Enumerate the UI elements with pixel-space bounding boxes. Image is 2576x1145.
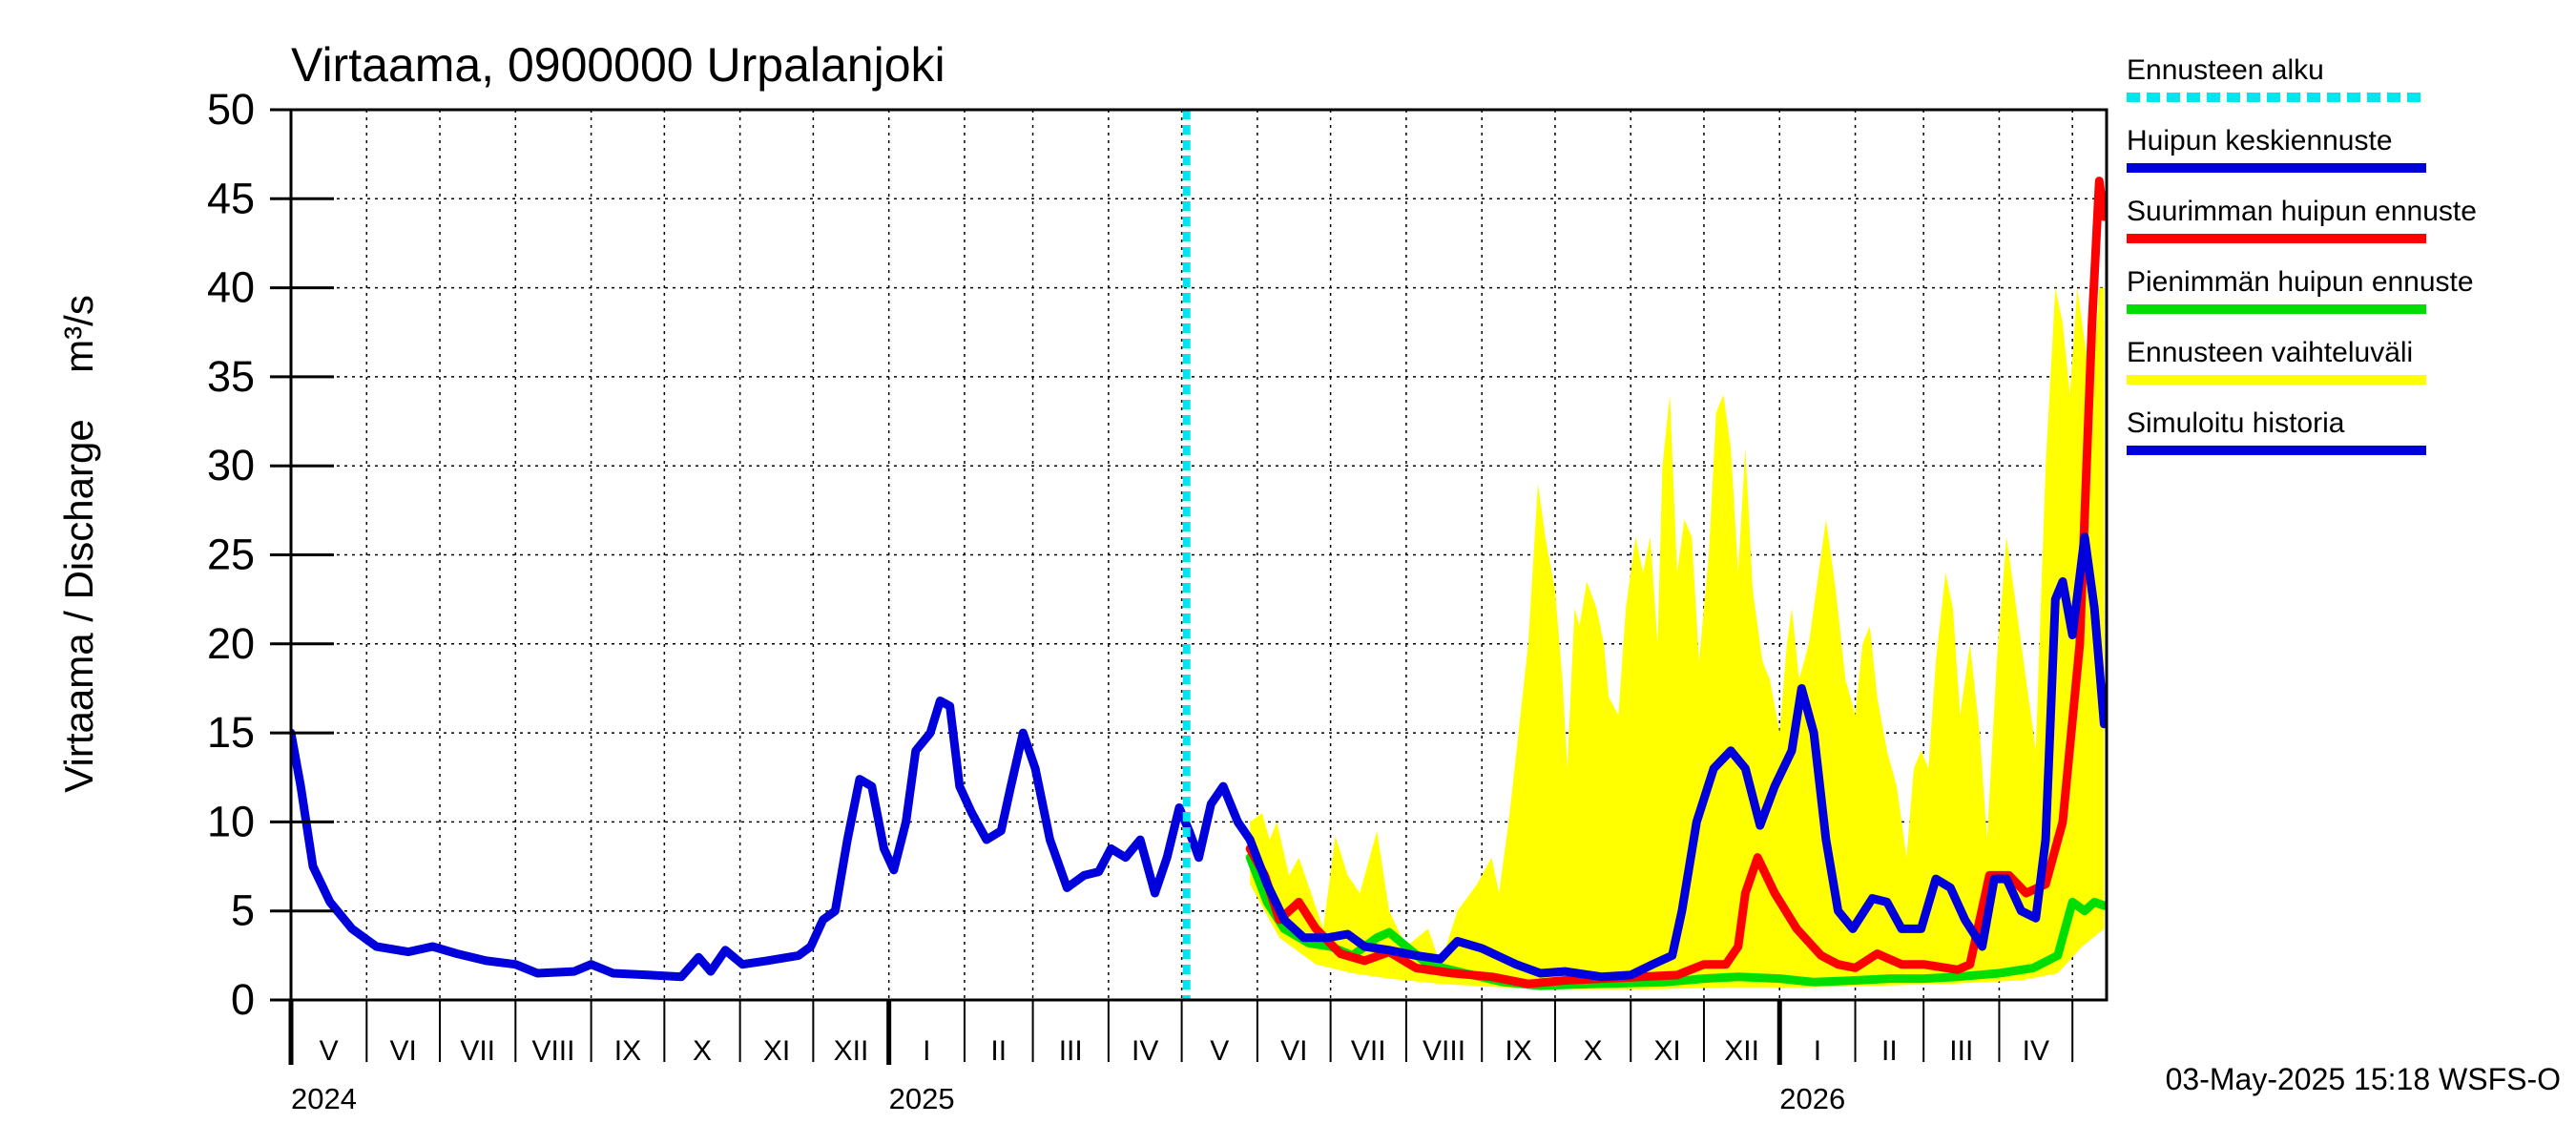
x-month-label: VII [460,1035,495,1067]
y-tick-label: 5 [231,886,255,935]
y-axis-unit: m³/s [56,295,101,373]
x-month-label: VIII [1423,1035,1465,1067]
x-month-label: XII [834,1035,869,1067]
x-month-label: VII [1351,1035,1386,1067]
x-month-label: X [1584,1035,1603,1067]
y-tick-label: 35 [207,352,255,401]
x-month-label: IX [1505,1035,1531,1067]
y-axis-label: Virtaama / Discharge [56,419,101,792]
x-month-label: XI [1653,1035,1680,1067]
x-month-label: IV [2023,1035,2049,1067]
x-month-label: X [693,1035,712,1067]
y-tick-label: 50 [207,85,255,134]
y-tick-label: 40 [207,263,255,312]
x-month-label: IX [614,1035,641,1067]
x-year-labels: 2024 2025 2026 [291,1082,1845,1115]
chart-title: Virtaama, 0900000 Urpalanjoki [291,38,945,92]
x-year-label: 2026 [1779,1082,1845,1115]
y-tick-label: 15 [207,708,255,757]
y-tick-label: 25 [207,531,255,579]
x-month-label: XI [763,1035,790,1067]
x-month-label: XII [1724,1035,1759,1067]
x-month-labels: V VI VII VIII IX X XI XII I II III IV V VI VII VIII IX X X… [320,1035,2049,1067]
legend-label: Pienimmän huipun ennuste [2127,266,2474,298]
legend-label: Suurimman huipun ennuste [2127,196,2477,227]
x-month-label: IV [1132,1035,1158,1067]
x-month-label: I [1814,1035,1821,1067]
x-month-label: VIII [531,1035,574,1067]
range-band-area [1250,287,2105,989]
x-month-label: VI [389,1035,416,1067]
x-month-label: III [1949,1035,1973,1067]
legend: Ennusteen alku Huipun keskiennuste Suurimm… [2127,54,2477,455]
y-tick-label: 30 [207,441,255,489]
x-month-label: V [1210,1035,1229,1067]
axes [270,108,2109,1065]
legend-label: Ennusteen alku [2127,54,2324,86]
x-year-label: 2025 [889,1082,955,1115]
series-max-peak [1245,177,2107,989]
legend-label: Simuloitu historia [2127,407,2345,439]
series-lines [291,177,2107,990]
x-month-label: II [1881,1035,1898,1067]
y-tick-label: 20 [207,619,255,668]
legend-label: Ennusteen vaihteluväli [2127,337,2413,368]
x-month-label: V [320,1035,339,1067]
x-month-label: VI [1280,1035,1307,1067]
x-month-label: I [923,1035,930,1067]
y-tick-label: 45 [207,174,255,222]
x-year-label: 2024 [291,1082,357,1115]
x-month-label: II [990,1035,1007,1067]
forecast-range-band [1250,287,2105,989]
footer-timestamp: 03-May-2025 15:18 WSFS-O [2166,1062,2561,1096]
series-simulated [291,697,1255,982]
y-tick-label: 10 [207,797,255,845]
y-tick-labels: 0 5 10 15 20 25 30 35 40 45 50 [207,85,255,1024]
legend-label: Huipun keskiennuste [2127,125,2393,156]
x-month-label: III [1059,1035,1083,1067]
y-tick-label: 0 [231,975,255,1024]
series-mean-peak [1245,532,2107,982]
